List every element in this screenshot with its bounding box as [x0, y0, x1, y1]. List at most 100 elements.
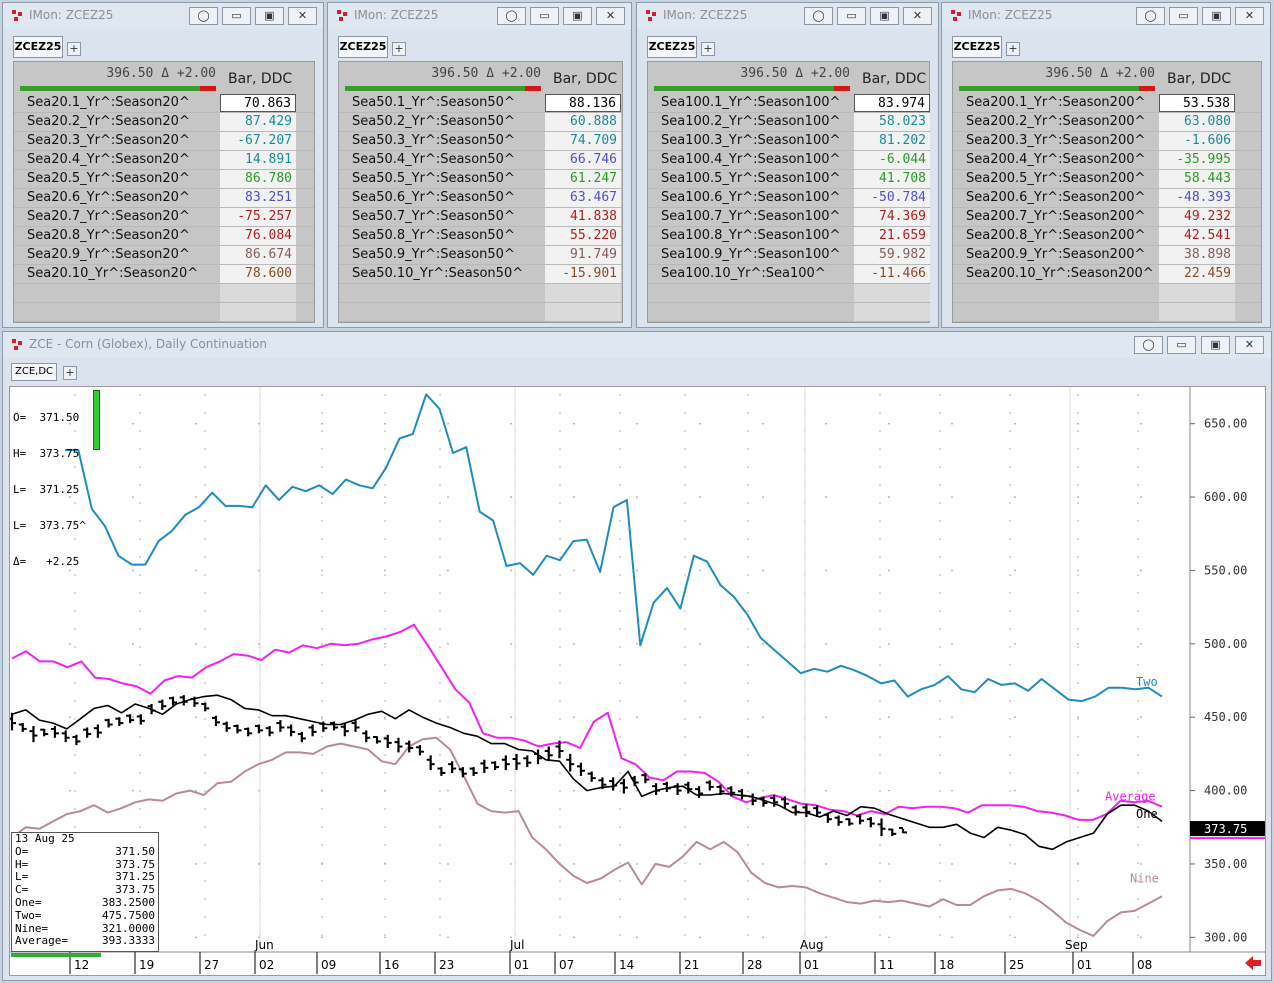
close-button[interactable]: ✕	[903, 7, 932, 25]
chart-titlebar[interactable]: ZCE - Corn (Globex), Daily Continuation …	[3, 332, 1271, 358]
grid-dot	[258, 643, 260, 645]
info-row: One= 383.2500	[14, 896, 158, 910]
monitor-row[interactable]: Sea100.3_Yr^:Season100^ 81.202	[648, 132, 930, 151]
grid-dot	[879, 574, 881, 576]
grid-dot	[447, 496, 449, 498]
grid-dot	[1009, 556, 1011, 558]
monitor-row[interactable]: Sea20.7_Yr^:Season20^ -75.257	[14, 208, 314, 227]
monitor-row[interactable]: Sea100.5_Yr^:Season100^ 41.708	[648, 170, 930, 189]
maximize-button[interactable]: ▣	[870, 7, 899, 25]
monitor-row[interactable]: Sea200.2_Yr^:Season200^ 63.080	[953, 113, 1261, 132]
price-chart[interactable]: 650.00 600.00 550.00 500.00 450.00 400.00 350.…	[10, 387, 1265, 975]
monitor-row[interactable]: Sea100.4_Yr^:Season100^ -6.044	[648, 151, 930, 170]
close-button[interactable]: ✕	[1235, 7, 1264, 25]
add-tab-button[interactable]: +	[701, 42, 715, 56]
chart-area[interactable]: 650.00 600.00 550.00 500.00 450.00 400.00 350.…	[9, 386, 1266, 976]
minimize-button[interactable]: ▭	[530, 7, 559, 25]
grid-dot	[447, 643, 449, 645]
monitor-row[interactable]: Sea100.10_Yr^:Sea100^ -11.466	[648, 265, 930, 284]
monitor-row[interactable]: Sea100.1_Yr^:Season100^ 83.974	[648, 94, 930, 113]
monitor-row[interactable]: Sea200.3_Yr^:Season200^ -1.606	[953, 132, 1261, 151]
monitor-row[interactable]: Sea20.10_Yr^:Season20^ 78.600	[14, 265, 314, 284]
close-button[interactable]: ✕	[596, 7, 625, 25]
monitor-row[interactable]: Sea50.3_Yr^:Season50^ 74.709	[339, 132, 622, 151]
link-button[interactable]: ◯	[189, 7, 218, 25]
monitor-row[interactable]: Sea200.9_Yr^:Season200^ 38.898	[953, 246, 1261, 265]
add-tab-button[interactable]: +	[1006, 42, 1020, 56]
symbol-tab[interactable]: ZCEZ25	[647, 36, 697, 58]
monitor-row[interactable]: Sea50.10_Yr^:Season50^ -15.901	[339, 265, 622, 284]
maximize-button[interactable]: ▣	[1201, 336, 1230, 354]
column-header[interactable]: Bar, DDC	[862, 71, 927, 87]
minimize-button[interactable]: ▭	[222, 7, 251, 25]
scroll-indicator[interactable]	[11, 953, 101, 957]
minimize-button[interactable]: ▭	[1167, 336, 1196, 354]
add-tab-button[interactable]: +	[392, 42, 406, 56]
grid-dot	[559, 700, 561, 702]
symbol-tab[interactable]: ZCEZ25	[952, 36, 1002, 58]
minimize-button[interactable]: ▭	[837, 7, 866, 25]
grid-dot	[204, 862, 206, 864]
monitor-row[interactable]: Sea200.8_Yr^:Season200^ 42.541	[953, 227, 1261, 246]
add-tab-button[interactable]: +	[63, 366, 77, 380]
link-button[interactable]: ◯	[1134, 336, 1163, 354]
monitor-row[interactable]: Sea100.8_Yr^:Season100^ 21.659	[648, 227, 930, 246]
monitor-row[interactable]: Sea50.9_Yr^:Season50^ 91.749	[339, 246, 622, 265]
monitor-row[interactable]: Sea50.4_Yr^:Season50^ 66.746	[339, 151, 622, 170]
monitor-row[interactable]: Sea20.4_Yr^:Season20^ 14.891	[14, 151, 314, 170]
monitor-row[interactable]: Sea200.1_Yr^:Season200^ 53.538	[953, 94, 1261, 113]
grid-dot	[684, 502, 686, 504]
monitor-row[interactable]: Sea100.7_Yr^:Season100^ 74.369	[648, 208, 930, 227]
monitor-row[interactable]: Sea200.4_Yr^:Season200^ -35.995	[953, 151, 1261, 170]
monitor-titlebar[interactable]: IMon: ZCEZ25 ◯ ▭ ▣ ✕	[637, 3, 938, 29]
maximize-button[interactable]: ▣	[255, 7, 284, 25]
monitor-row[interactable]: Sea20.3_Yr^:Season20^ -67.207	[14, 132, 314, 151]
column-header[interactable]: Bar, DDC	[553, 71, 618, 87]
maximize-button[interactable]: ▣	[563, 7, 592, 25]
monitor-row[interactable]: Sea50.1_Yr^:Season50^ 88.136	[339, 94, 622, 113]
monitor-row[interactable]: Sea200.7_Yr^:Season200^ 49.232	[953, 208, 1261, 227]
grid-dot	[74, 394, 76, 396]
monitor-row[interactable]: Sea20.8_Yr^:Season20^ 76.084	[14, 227, 314, 246]
grid-dot	[439, 538, 441, 540]
symbol-tab[interactable]: ZCEZ25	[13, 36, 63, 58]
monitor-row[interactable]: Sea50.7_Yr^:Season50^ 41.838	[339, 208, 622, 227]
monitor-row[interactable]: Sea20.6_Yr^:Season20^ 83.251	[14, 189, 314, 208]
row-label: Sea200.5_Yr^:Season200^	[966, 171, 1146, 186]
monitor-row[interactable]: Sea50.8_Yr^:Season50^ 55.220	[339, 227, 622, 246]
monitor-row[interactable]: Sea200.6_Yr^:Season200^ -48.393	[953, 189, 1261, 208]
link-button[interactable]: ◯	[497, 7, 526, 25]
monitor-titlebar[interactable]: IMon: ZCEZ25 ◯ ▭ ▣ ✕	[942, 3, 1270, 29]
row-value: 83.974	[854, 94, 930, 112]
symbol-tab[interactable]: ZCEZ25	[338, 36, 388, 58]
monitor-row[interactable]: Sea200.10_Yr^:Season200^ 22.459	[953, 265, 1261, 284]
monitor-row[interactable]: Sea100.6_Yr^:Season100^ -50.784	[648, 189, 930, 208]
close-button[interactable]: ✕	[288, 7, 317, 25]
minimize-button[interactable]: ▭	[1169, 7, 1198, 25]
column-header[interactable]: Bar, DDC	[1167, 71, 1232, 87]
grid-dot	[439, 592, 441, 594]
monitor-row[interactable]: Sea200.5_Yr^:Season200^ 58.443	[953, 170, 1261, 189]
column-header[interactable]: Bar, DDC	[228, 71, 293, 87]
chart-tab[interactable]: ZCE,DC	[11, 363, 57, 381]
monitor-row[interactable]: Sea50.2_Yr^:Season50^ 60.888	[339, 113, 622, 132]
arrow-left-icon[interactable]	[1243, 954, 1263, 972]
monitor-row[interactable]: Sea20.9_Yr^:Season20^ 86.674	[14, 246, 314, 265]
monitor-row[interactable]: Sea20.2_Yr^:Season20^ 87.429	[14, 113, 314, 132]
monitor-titlebar[interactable]: IMon: ZCEZ25 ◯ ▭ ▣ ✕	[3, 3, 323, 29]
monitor-row[interactable]: Sea50.5_Yr^:Season50^ 61.247	[339, 170, 622, 189]
monitor-row[interactable]: Sea20.1_Yr^:Season20^ 70.863	[14, 94, 314, 113]
monitor-row[interactable]: Sea100.9_Yr^:Season100^ 59.982	[648, 246, 930, 265]
link-button[interactable]: ◯	[1136, 7, 1165, 25]
monitor-row[interactable]: Sea100.2_Yr^:Season100^ 58.023	[648, 113, 930, 132]
monitor-titlebar[interactable]: IMon: ZCEZ25 ◯ ▭ ▣ ✕	[328, 3, 631, 29]
price-bar	[654, 86, 850, 91]
monitor-row[interactable]: Sea50.6_Yr^:Season50^ 63.467	[339, 189, 622, 208]
row-label: Sea100.2_Yr^:Season100^	[661, 114, 841, 129]
grid-dot	[204, 718, 206, 720]
close-button[interactable]: ✕	[1235, 336, 1264, 354]
monitor-row[interactable]: Sea20.5_Yr^:Season20^ 86.780	[14, 170, 314, 189]
link-button[interactable]: ◯	[804, 7, 833, 25]
maximize-button[interactable]: ▣	[1202, 7, 1231, 25]
add-tab-button[interactable]: +	[67, 42, 81, 56]
